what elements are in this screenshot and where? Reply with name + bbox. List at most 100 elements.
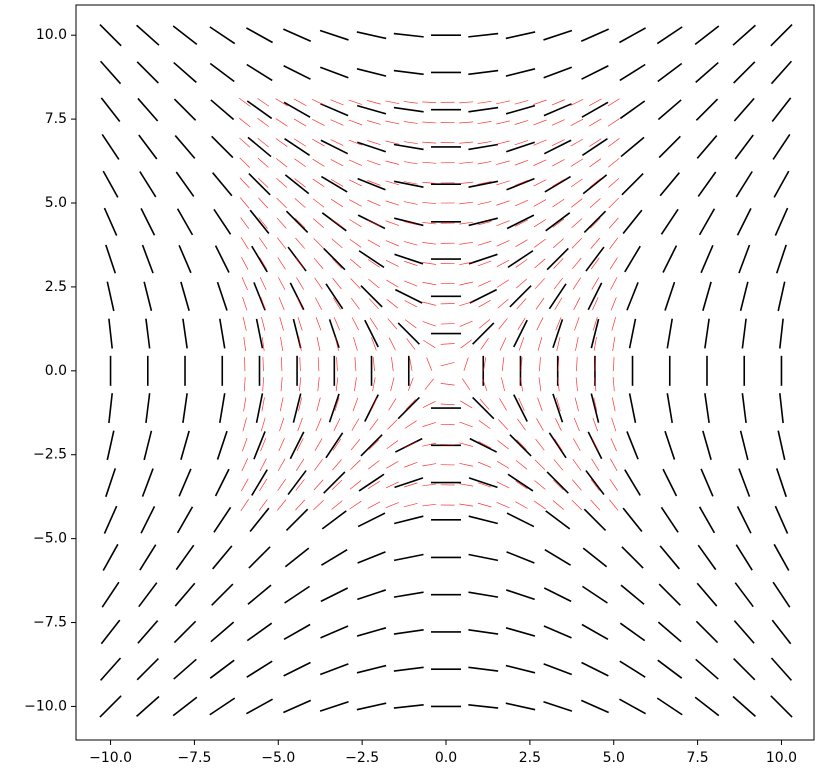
fine-direction-segment (608, 158, 619, 167)
direction-segment (320, 30, 348, 39)
fine-direction-segment (464, 357, 468, 370)
direction-segment (586, 471, 604, 495)
direction-segment (586, 247, 604, 271)
direction-segment (220, 319, 225, 349)
direction-segment (703, 431, 711, 460)
fine-direction-segment (315, 439, 322, 451)
direction-segment (468, 34, 498, 37)
fine-direction-segment (242, 458, 248, 471)
direction-segment (395, 290, 422, 303)
direction-segment (469, 554, 498, 560)
fine-direction-segment (478, 503, 491, 507)
fine-direction-segment (423, 422, 436, 426)
direction-segment (394, 71, 424, 75)
fine-direction-segment (367, 140, 380, 144)
fine-direction-segment (515, 100, 528, 104)
direction-segment (468, 145, 498, 150)
fine-direction-segment (571, 99, 584, 105)
direction-segment (735, 135, 753, 159)
direction-segment (174, 621, 195, 642)
fine-direction-segment (315, 298, 322, 310)
direction-segment (285, 548, 308, 567)
direction-segment (705, 319, 709, 349)
fine-direction-segment (349, 100, 362, 104)
direction-segment (176, 545, 193, 569)
direction-segment (394, 630, 424, 634)
direction-segment (658, 660, 682, 678)
fine-direction-segment (350, 460, 360, 470)
fine-direction-segment (318, 377, 319, 391)
fine-direction-segment (459, 222, 473, 224)
fine-direction-segment (332, 258, 342, 268)
fine-direction-segment (296, 459, 304, 471)
direction-segment (469, 516, 498, 523)
direction-segment (100, 25, 121, 46)
direction-segment (100, 696, 121, 717)
fine-direction-segment (459, 182, 473, 183)
fine-direction-segment (315, 278, 323, 290)
fine-direction-segment (461, 340, 472, 348)
fine-direction-segment (369, 299, 379, 309)
direction-segment (658, 622, 681, 642)
fine-direction-segment (349, 180, 362, 186)
fine-direction-segment (332, 239, 343, 248)
fine-direction-segment (373, 377, 376, 391)
direction-segment (508, 251, 533, 268)
direction-segment (286, 509, 307, 530)
fine-direction-segment (263, 377, 264, 391)
x-tick-label: 10.0 (766, 750, 797, 766)
fine-direction-segment (386, 141, 400, 144)
direction-segment (703, 282, 711, 311)
direction-segment (468, 592, 498, 597)
direction-segment (581, 700, 608, 712)
fine-direction-segment (371, 398, 377, 411)
direction-segment (284, 624, 310, 639)
direction-segment (663, 246, 676, 273)
fine-direction-segment (515, 240, 527, 247)
fine-direction-segment (591, 479, 599, 490)
direction-segment (582, 586, 607, 603)
direction-segment (283, 29, 310, 41)
fine-direction-segment (258, 138, 269, 147)
fine-direction-segment (404, 202, 418, 205)
fine-direction-segment (497, 280, 509, 288)
direction-segment (359, 474, 384, 491)
direction-segment (584, 509, 605, 530)
direction-segment (705, 393, 709, 423)
fine-direction-segment (533, 140, 546, 145)
fine-direction-segment (422, 242, 436, 244)
direction-segment (506, 628, 535, 636)
fine-direction-segment (277, 218, 286, 228)
fine-direction-segment (557, 337, 560, 351)
direction-segment (183, 319, 187, 349)
fine-direction-segment (350, 259, 361, 268)
fine-direction-segment (423, 340, 435, 347)
y-tick-label: 5.0 (45, 195, 67, 211)
direction-segment (470, 290, 497, 303)
fine-direction-segment (422, 162, 436, 163)
fine-direction-segment (571, 179, 582, 187)
fine-direction-segment (422, 262, 436, 264)
direction-segment (771, 696, 792, 717)
fine-direction-segment (611, 297, 616, 310)
fine-direction-segment (539, 377, 541, 391)
fine-direction-segment (590, 159, 601, 167)
direction-segment (738, 208, 751, 235)
direction-segment (290, 432, 303, 459)
direction-segment (780, 393, 783, 423)
fine-direction-segment (517, 298, 526, 308)
fine-direction-segment (317, 398, 321, 412)
direction-segment (473, 323, 494, 344)
direction-segment (544, 664, 572, 675)
fine-direction-segment (479, 420, 490, 428)
fine-direction-segment (387, 299, 398, 308)
fine-direction-segment (496, 101, 510, 104)
direction-segment (175, 583, 195, 606)
y-tick-label: 0.0 (45, 363, 67, 379)
fine-direction-segment (316, 317, 321, 330)
fine-direction-segment (497, 502, 510, 507)
direction-segment (627, 282, 638, 310)
direction-segment (771, 25, 792, 46)
fine-direction-segment (276, 119, 288, 127)
direction-segment (320, 664, 348, 675)
